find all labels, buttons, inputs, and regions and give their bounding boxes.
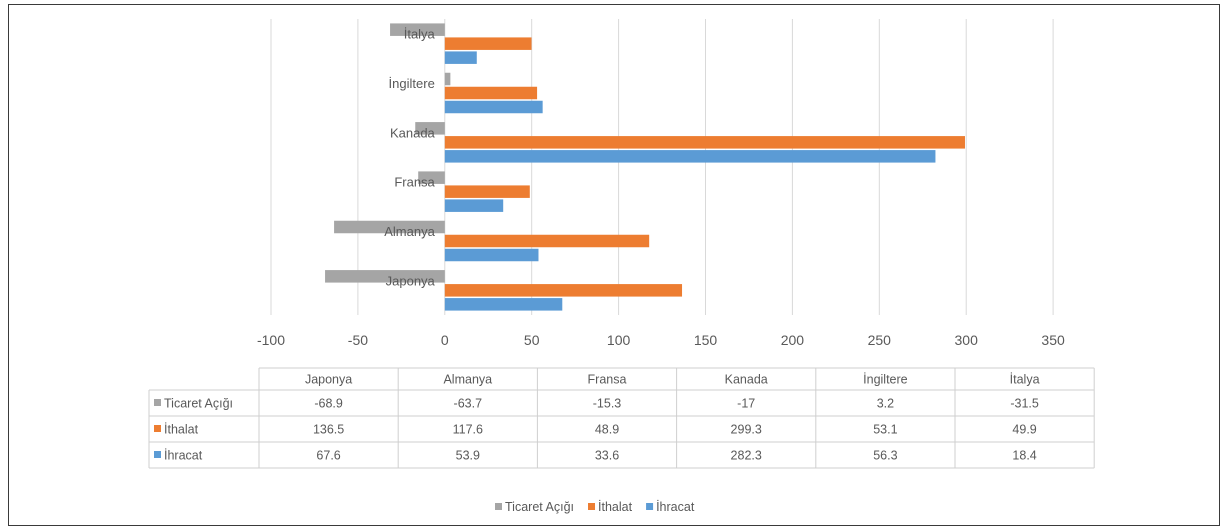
x-tick-label: 350 — [1041, 332, 1065, 348]
bar-ticaret-acigi — [415, 122, 445, 135]
category-label: İngiltere — [389, 76, 435, 91]
bar-chart: Japonya Almanya Fransa Kanada İngiltere İtaly… — [148, 19, 1095, 514]
x-tick-label: -100 — [257, 332, 285, 348]
table-cell: 33.6 — [595, 449, 619, 463]
table-row-label: İthalat — [164, 423, 199, 437]
bar-ihracat — [444, 150, 936, 163]
bar-ticaret-acigi — [334, 220, 445, 234]
chart-frame: Japonya Almanya Fransa Kanada İngiltere İtaly… — [8, 4, 1220, 526]
table-cell: 136.5 — [313, 423, 344, 437]
bar-ihracat — [444, 51, 477, 64]
table-legend-key — [154, 425, 161, 432]
bar-ihracat — [444, 199, 504, 212]
x-axis-ticks: -100 -50 0 50 100 150 200 250 300 350 — [257, 332, 1065, 348]
bar-ticaret-acigi — [390, 23, 445, 36]
table-cell: -15.3 — [593, 397, 622, 411]
table-cell: 3.2 — [877, 397, 894, 411]
table-cell: 67.6 — [316, 449, 340, 463]
gridlines — [270, 19, 1054, 315]
x-tick-label: 150 — [694, 332, 718, 348]
table-cell: 53.1 — [873, 423, 897, 437]
bar-ithalat — [444, 234, 650, 248]
bar-ithalat — [444, 86, 538, 100]
x-tick-label: 100 — [607, 332, 631, 348]
table-row-label: İhracat — [164, 449, 203, 463]
table-cell: 117.6 — [453, 423, 483, 437]
legend-label: Ticaret Açığı — [505, 500, 574, 514]
category-label: Fransa — [394, 175, 435, 190]
x-tick-label: 200 — [781, 332, 805, 348]
x-tick-label: -50 — [348, 332, 368, 348]
table-cell: -63.7 — [454, 397, 483, 411]
table-legend-key — [154, 399, 161, 406]
table-legend-key — [154, 451, 161, 458]
bar-ithalat — [444, 37, 532, 50]
table-header-cell: Japonya — [305, 373, 352, 387]
table-header-cell: Almanya — [443, 373, 492, 387]
bar-ithalat — [444, 185, 530, 198]
category-labels: Japonya Almanya Fransa Kanada İngiltere İtaly… — [384, 27, 435, 289]
bar-ihracat — [444, 248, 539, 262]
table-cell: 53.9 — [456, 449, 480, 463]
category-label: Kanada — [390, 125, 436, 140]
legend-label: İthalat — [598, 500, 633, 514]
table-cell: -31.5 — [1010, 397, 1039, 411]
table-header-cell: Kanada — [725, 373, 768, 387]
table-cell: 18.4 — [1012, 449, 1036, 463]
category-label: Japonya — [386, 273, 436, 288]
table-cell: -68.9 — [314, 397, 343, 411]
table-cell: 48.9 — [595, 423, 619, 437]
bar-ticaret-acigi — [444, 72, 451, 86]
bar-ihracat — [444, 100, 543, 114]
legend-key — [588, 503, 596, 510]
table-header-cell: İtalya — [1010, 373, 1040, 387]
category-label: İtalya — [404, 27, 436, 42]
bars — [325, 23, 965, 311]
table-cell: 56.3 — [873, 449, 897, 463]
bar-ithalat — [444, 284, 683, 297]
table-header-cell: Fransa — [588, 373, 627, 387]
bar-ticaret-acigi — [418, 171, 445, 184]
x-tick-label: 300 — [955, 332, 979, 348]
table-header-cell: İngiltere — [863, 373, 908, 387]
x-tick-label: 50 — [524, 332, 540, 348]
legend: Ticaret Açığı İthalat İhracat — [495, 500, 695, 514]
table-cell: -17 — [737, 397, 755, 411]
table-row-label: Ticaret Açığı — [164, 397, 233, 411]
x-tick-label: 250 — [868, 332, 892, 348]
data-table: Japonya Almanya Fransa Kanada İngiltere İtaly… — [148, 367, 1095, 469]
table-cell: 49.9 — [1012, 423, 1036, 437]
bar-ticaret-acigi — [325, 270, 445, 283]
bar-ihracat — [444, 298, 563, 311]
table-cell: 282.3 — [731, 449, 762, 463]
table-cell: 299.3 — [731, 423, 762, 437]
legend-label: İhracat — [656, 500, 695, 514]
legend-key — [495, 503, 502, 510]
bar-ithalat — [444, 136, 965, 149]
legend-key — [646, 503, 654, 510]
category-label: Almanya — [384, 224, 435, 239]
x-tick-label: 0 — [441, 332, 449, 348]
